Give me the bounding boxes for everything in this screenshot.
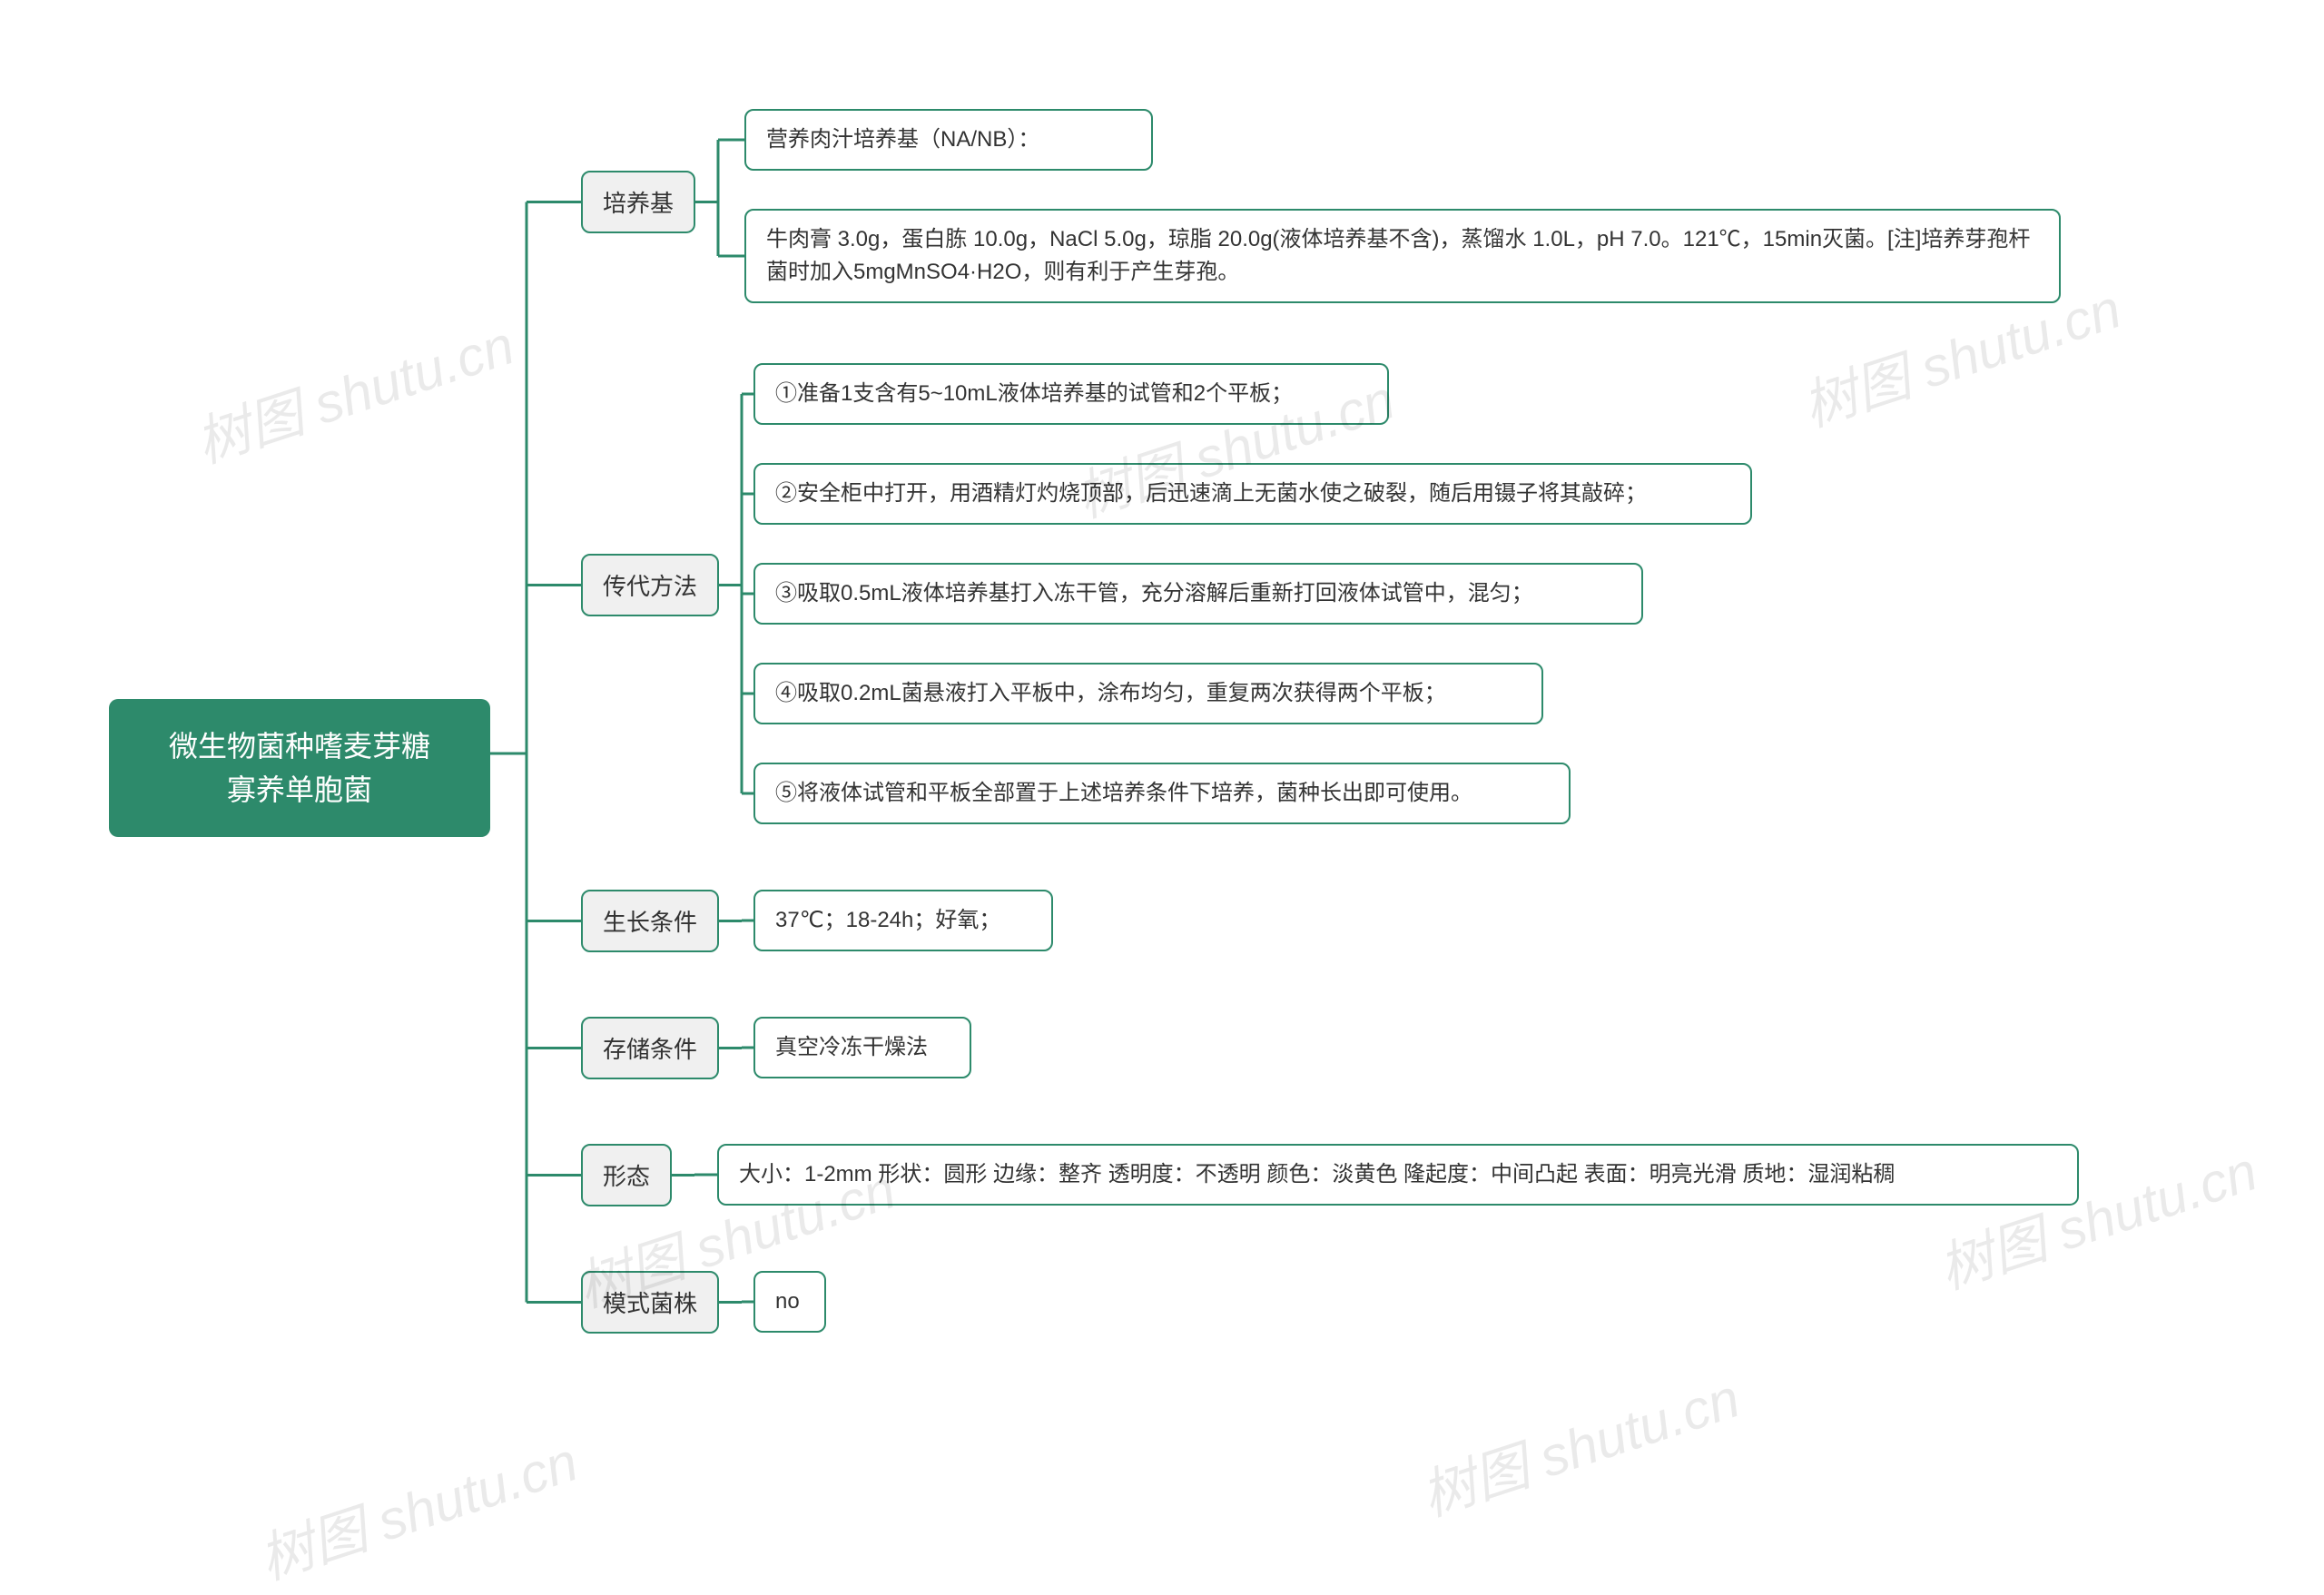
branch-node: 存储条件 (581, 1017, 719, 1079)
leaf-node: ①准备1支含有5~10mL液体培养基的试管和2个平板； (753, 363, 1389, 425)
leaf-node: ②安全柜中打开，用酒精灯灼烧顶部，后迅速滴上无菌水使之破裂，随后用镊子将其敲碎； (753, 463, 1752, 525)
root-node: 微生物菌种嗜麦芽糖 寡养单胞菌 (109, 699, 490, 837)
leaf-node: ③吸取0.5mL液体培养基打入冻干管，充分溶解后重新打回液体试管中，混匀； (753, 563, 1643, 625)
watermark: 树图 shutu.cn (1410, 1354, 1748, 1531)
leaf-node: 大小：1-2mm 形状：圆形 边缘：整齐 透明度：不透明 颜色：淡黄色 隆起度：… (717, 1144, 2079, 1206)
leaf-node: 真空冷冻干燥法 (753, 1017, 971, 1078)
branch-node: 形态 (581, 1144, 672, 1206)
leaf-node: no (753, 1271, 826, 1333)
leaf-node: ④吸取0.2mL菌悬液打入平板中，涂布均匀，重复两次获得两个平板； (753, 663, 1543, 724)
root-line1: 微生物菌种嗜麦芽糖 (169, 730, 430, 763)
root-line2: 寡养单胞菌 (227, 773, 372, 806)
leaf-node: 牛肉膏 3.0g，蛋白胨 10.0g，NaCl 5.0g，琼脂 20.0g(液体… (744, 209, 2061, 303)
branch-node: 模式菌株 (581, 1271, 719, 1334)
branch-node: 生长条件 (581, 890, 719, 952)
branch-node: 传代方法 (581, 554, 719, 616)
leaf-node: 37℃；18-24h；好氧； (753, 890, 1053, 951)
branch-node: 培养基 (581, 171, 695, 233)
leaf-node: ⑤将液体试管和平板全部置于上述培养条件下培养，菌种长出即可使用。 (753, 763, 1571, 824)
leaf-node: 营养肉汁培养基（NA/NB）： (744, 109, 1153, 171)
watermark: 树图 shutu.cn (248, 1418, 586, 1595)
watermark: 树图 shutu.cn (184, 301, 523, 478)
